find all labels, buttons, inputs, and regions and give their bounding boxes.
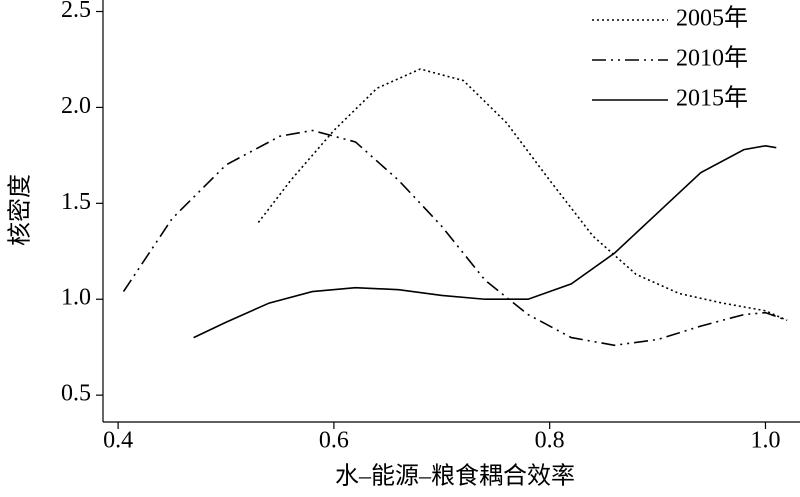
legend-label: 2015年 [676,85,748,112]
legend-label: 2005年 [676,5,748,32]
legend-label: 2010年 [676,45,748,72]
y-tick-label: 2.5 [61,0,91,23]
y-tick-label: 0.5 [61,381,91,407]
series-line [257,68,788,322]
x-tick-label: 0.8 [535,428,565,454]
series-line [122,129,788,347]
y-tick-label: 2.0 [61,93,91,119]
x-tick-label: 0.6 [319,428,349,454]
y-axis-label: 核密度 [7,174,34,246]
y-tick-label: 1.5 [61,189,91,215]
x-tick-label: 0.4 [103,428,133,454]
x-axis-label: 水–能源–粮食耦合效率 [335,463,575,490]
series-line [193,144,777,339]
x-tick-label: 1.0 [750,428,780,454]
y-tick-label: 1.0 [61,285,91,311]
